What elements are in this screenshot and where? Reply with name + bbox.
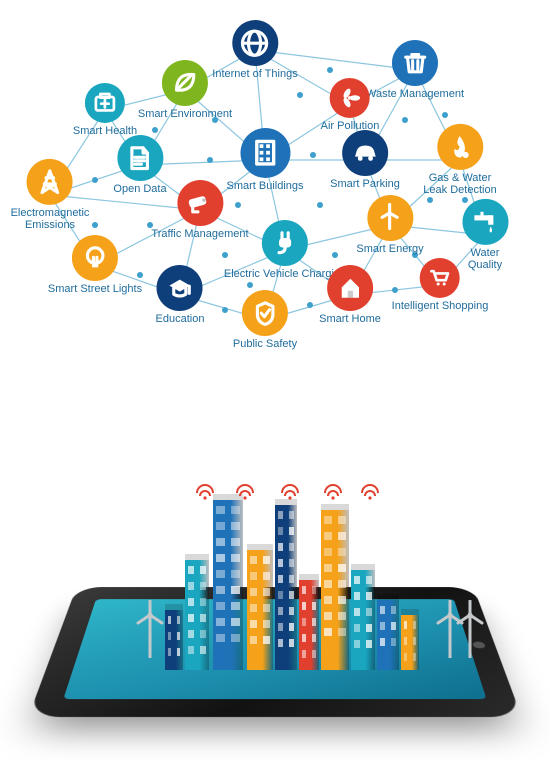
network-junction-dot [427,197,433,203]
network-junction-dot [307,302,313,308]
network-junction-dot [247,282,253,288]
fan-icon [330,78,370,118]
node-lights: Smart Street Lights [48,235,142,295]
medkit-icon [85,83,125,123]
document-icon [117,135,163,181]
wifi-icon [281,484,299,505]
leaf-icon [162,60,208,106]
city-building [275,505,297,670]
node-airpollution: Air Pollution [321,78,380,132]
city-building [377,600,399,670]
node-energy: Smart Energy [356,195,423,255]
wifi-icon [324,484,342,505]
node-label: Public Safety [233,338,297,350]
node-label: Smart Energy [356,243,423,255]
smart-city-tablet-illustration [55,470,495,760]
building-icon [240,128,290,178]
node-label: Education [156,313,205,325]
city-building [321,510,349,670]
city-building [351,570,375,670]
plug-icon [262,220,308,266]
network-junction-dot [317,202,323,208]
node-label: Smart Street Lights [48,283,142,295]
city-building [401,615,419,670]
globe-icon [232,20,278,66]
network-junction-dot [152,127,158,133]
node-label: Smart Parking [330,178,400,190]
node-parking: Smart Parking [330,130,400,190]
trash-icon [392,40,438,86]
tower-icon [27,159,73,205]
node-label: Smart Environment [138,108,232,120]
node-education: Education [156,265,205,325]
wifi-icon [196,484,214,505]
node-label: Smart Home [319,313,381,325]
node-label: Waste Management [366,88,464,100]
network-junction-dot [222,307,228,313]
wifi-icon [236,484,254,505]
node-emissions: Electromagnetic Emissions [11,159,90,231]
node-environment: Smart Environment [138,60,232,120]
node-label: Intelligent Shopping [392,300,489,312]
network-junction-dot [442,112,448,118]
smart-city-network-diagram: Internet of ThingsSmart EnvironmentSmart… [0,0,550,370]
city-building [247,550,273,670]
node-safety: Public Safety [233,290,297,350]
shield-icon [242,290,288,336]
wifi-icon [361,484,379,505]
node-gaswater: Gas & Water Leak Detection [423,124,496,196]
city-building [213,500,243,670]
wind-icon [367,195,413,241]
faucet-icon [462,199,508,245]
flame-icon [437,124,483,170]
wind-turbine-icon [135,600,165,665]
node-shopping: Intelligent Shopping [392,258,489,312]
house-icon [327,265,373,311]
node-label: Gas & Water Leak Detection [423,172,496,196]
city-building [165,610,183,670]
wind-turbine-icon [455,600,485,665]
node-label: Electromagnetic Emissions [11,207,90,231]
grad-icon [157,265,203,311]
network-junction-dot [92,177,98,183]
node-home: Smart Home [319,265,381,325]
network-junction-dot [402,117,408,123]
network-junction-dot [310,152,316,158]
city-building [185,560,209,670]
city-building [299,580,319,670]
node-health: Smart Health [73,83,137,137]
cart-icon [420,258,460,298]
network-junction-dot [297,92,303,98]
node-waste: Waste Management [366,40,464,100]
network-junction-dot [327,67,333,73]
bulb-icon [72,235,118,281]
network-junction-dot [92,222,98,228]
cctv-icon [177,180,223,226]
car-icon [342,130,388,176]
network-junction-dot [207,157,213,163]
